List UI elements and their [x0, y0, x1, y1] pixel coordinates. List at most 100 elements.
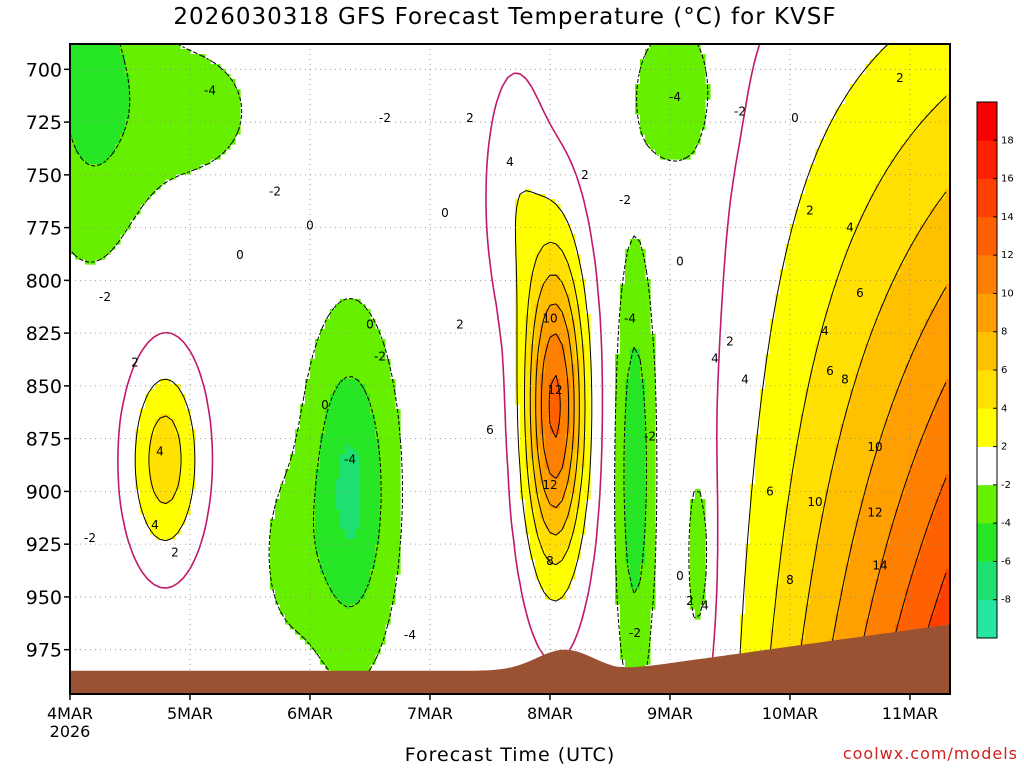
temp-cell [520, 389, 526, 395]
temp-cell [145, 194, 151, 200]
temp-cell [580, 484, 586, 490]
temp-cell [325, 459, 331, 465]
temp-cell [290, 599, 296, 605]
temp-cell [535, 559, 541, 565]
temp-cell [320, 464, 326, 470]
temp-cell [570, 404, 576, 410]
temp-cell [650, 49, 656, 55]
temp-cell [670, 134, 676, 140]
temp-cell [620, 394, 626, 400]
temp-cell [570, 494, 576, 500]
temp-cell [675, 104, 681, 110]
temp-cell [550, 359, 556, 365]
temp-cell [310, 469, 316, 475]
temp-cell [535, 399, 541, 405]
temp-cell [310, 384, 316, 390]
temp-cell [535, 319, 541, 325]
temp-cell [310, 559, 316, 565]
temp-cell [645, 484, 651, 490]
temp-cell [360, 629, 366, 635]
temp-cell [340, 654, 346, 660]
temp-cell [535, 259, 541, 265]
temp-cell [540, 254, 546, 260]
temp-cell [315, 354, 321, 360]
temp-cell [620, 434, 626, 440]
temp-cell [105, 164, 111, 170]
temp-cell [170, 404, 176, 410]
temp-cell [560, 289, 566, 295]
temp-cell [160, 459, 166, 465]
temp-cell [145, 64, 151, 70]
temp-cell [315, 589, 321, 595]
temp-cell [180, 484, 186, 490]
temp-cell [380, 464, 386, 470]
temp-cell [765, 384, 771, 390]
temp-cell [310, 439, 316, 445]
temp-cell [650, 134, 656, 140]
temp-cell [660, 109, 666, 115]
temp-cell [200, 84, 206, 90]
temp-cell [390, 404, 396, 410]
temp-cell [115, 189, 121, 195]
temp-cell [750, 609, 756, 615]
temp-cell [660, 104, 666, 110]
temp-cell [345, 559, 351, 565]
temp-cell [550, 264, 556, 270]
temp-cell [520, 434, 526, 440]
temp-cell [565, 469, 571, 475]
temp-cell [310, 434, 316, 440]
temp-cell [295, 454, 301, 460]
temp-cell [365, 499, 371, 505]
temp-cell [615, 469, 621, 475]
temp-cell [320, 564, 326, 570]
temp-cell [165, 64, 171, 70]
temp-cell [285, 564, 291, 570]
temp-cell [340, 584, 346, 590]
temp-cell [640, 474, 646, 480]
temp-cell [360, 329, 366, 335]
temp-cell [550, 339, 556, 345]
temp-cell [580, 439, 586, 445]
temp-cell [360, 539, 366, 545]
temp-cell [615, 529, 621, 535]
temp-cell [755, 624, 761, 630]
temp-cell [550, 444, 556, 450]
temp-cell [180, 504, 186, 510]
temp-cell [370, 439, 376, 445]
temp-cell [295, 499, 301, 505]
temp-cell [395, 454, 401, 460]
temp-cell [175, 169, 181, 175]
temp-cell [330, 359, 336, 365]
temp-cell [360, 549, 366, 555]
temp-cell [520, 324, 526, 330]
temp-cell [300, 614, 306, 620]
temp-cell [125, 124, 131, 130]
temp-cell [620, 484, 626, 490]
temp-cell [630, 484, 636, 490]
temp-cell [645, 129, 651, 135]
temp-cell [385, 474, 391, 480]
temp-cell [290, 569, 296, 575]
temp-cell [175, 94, 181, 100]
temp-cell [665, 79, 671, 85]
temp-cell [340, 574, 346, 580]
temp-cell [80, 214, 86, 220]
temp-cell [280, 584, 286, 590]
temp-cell [155, 389, 161, 395]
temp-cell [185, 454, 191, 460]
temp-cell [335, 359, 341, 365]
temp-cell [550, 499, 556, 505]
temp-cell [645, 94, 651, 100]
temp-cell [575, 489, 581, 495]
temp-cell [645, 649, 651, 655]
temp-cell [340, 499, 346, 505]
temp-cell [565, 419, 571, 425]
temp-cell [545, 304, 551, 310]
temp-cell [535, 204, 541, 210]
temp-cell [125, 54, 131, 60]
temp-cell [655, 104, 661, 110]
temp-cell [75, 119, 81, 125]
temp-cell [560, 414, 566, 420]
temp-cell [330, 314, 336, 320]
temp-cell [760, 619, 766, 625]
